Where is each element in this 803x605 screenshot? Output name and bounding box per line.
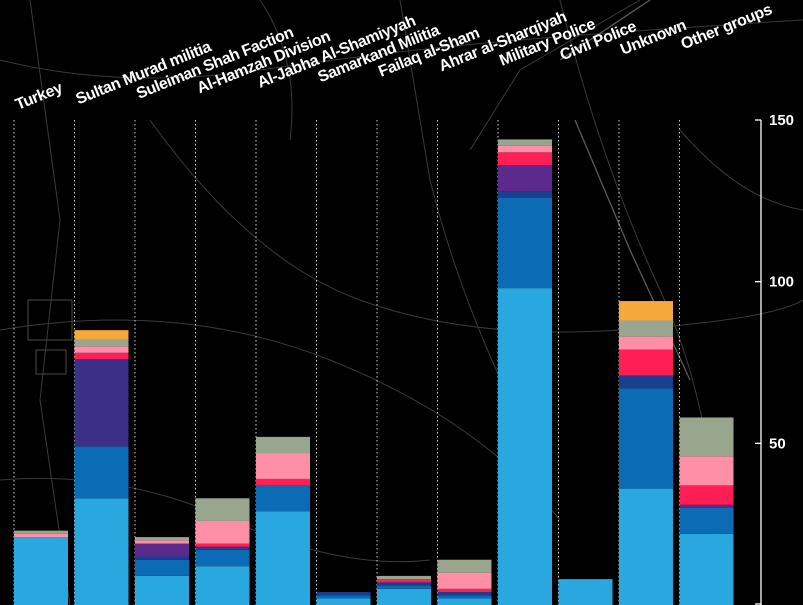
bar-stack [14, 530, 68, 605]
bar-segment [679, 456, 734, 486]
bar-stack [195, 498, 250, 605]
y-tick-label: 100 [769, 274, 794, 291]
bar-stack [679, 417, 734, 605]
bar-segment [195, 566, 250, 605]
bar-segment [377, 585, 431, 589]
bar-segment [498, 288, 552, 605]
bar-segment [679, 485, 734, 505]
bar-segment [377, 575, 431, 580]
y-tick-label: 50 [769, 435, 786, 452]
bar-segment [316, 592, 371, 596]
map-road [469, 0, 641, 151]
bar-segment [437, 572, 492, 589]
bar-segment [316, 598, 371, 605]
bar-stack [619, 301, 673, 605]
bar-segment [256, 511, 310, 605]
bar-segment [679, 417, 734, 457]
bar-segment [619, 320, 673, 337]
bar-segment [135, 540, 189, 544]
bar-segment [195, 550, 250, 567]
bar-stack [256, 436, 310, 605]
bar-segment [135, 556, 189, 560]
bar-segment [437, 598, 492, 605]
bar-segment [74, 346, 129, 353]
bar-segment [195, 520, 250, 544]
bar-segment [498, 145, 552, 153]
bar-segment [498, 152, 552, 166]
bar-segment [14, 530, 68, 534]
bar-segment [498, 139, 552, 146]
bar-segment [498, 165, 552, 192]
bar-segment [316, 595, 371, 599]
bar-stack [135, 537, 189, 605]
bar-segment [498, 191, 552, 198]
bar-segment [135, 543, 189, 557]
bar-segment [74, 359, 129, 447]
map-road [259, 0, 293, 141]
bar-segment [619, 349, 673, 376]
bar-segment [14, 533, 68, 538]
bar-segment [14, 537, 68, 605]
bar-segment [437, 588, 492, 593]
y-axis: 50 100 150 [755, 112, 794, 605]
bar-segment [135, 575, 189, 605]
bar-segment [619, 488, 673, 605]
category-label: Turkey [13, 79, 65, 113]
bar-segment [74, 498, 129, 605]
map-road [679, 129, 803, 211]
bar-segment [619, 336, 673, 350]
bar-segment [256, 436, 310, 454]
bar-segment [377, 588, 431, 605]
bar-segment [256, 485, 310, 512]
bar-segment [558, 579, 613, 605]
bar-segment [195, 543, 250, 547]
bar-segment [377, 579, 431, 583]
bar-segment [135, 559, 189, 576]
bar-stack [377, 575, 431, 605]
bar-segment [679, 508, 734, 534]
map-road [0, 19, 803, 79]
bar-segment [437, 595, 492, 599]
bar-segment [74, 352, 129, 360]
bar-segment [195, 498, 250, 521]
bar-segment [679, 504, 734, 508]
bar-stack [316, 592, 371, 605]
bar-segment [679, 533, 734, 605]
bars [14, 139, 734, 605]
bar-segment [437, 592, 492, 596]
bar-segment [256, 453, 310, 479]
bar-segment [498, 197, 552, 289]
bar-stack [498, 139, 552, 605]
map-road [149, 119, 803, 333]
bar-segment [74, 339, 129, 347]
bar-segment [74, 330, 129, 340]
bar-stack [558, 579, 613, 605]
bar-segment [135, 537, 189, 541]
bar-segment [195, 546, 250, 551]
bar-stack [74, 330, 129, 605]
map-town [27, 299, 73, 375]
y-tick-label: 150 [769, 112, 794, 129]
bar-segment [377, 582, 431, 586]
bar-segment [74, 446, 129, 499]
bar-segment [619, 388, 673, 489]
bar-segment [437, 559, 492, 573]
map-road [29, 0, 71, 605]
bar-segment [619, 301, 673, 321]
bar-segment [256, 478, 310, 486]
bar-segment [619, 375, 673, 389]
bar-stack [437, 559, 492, 605]
